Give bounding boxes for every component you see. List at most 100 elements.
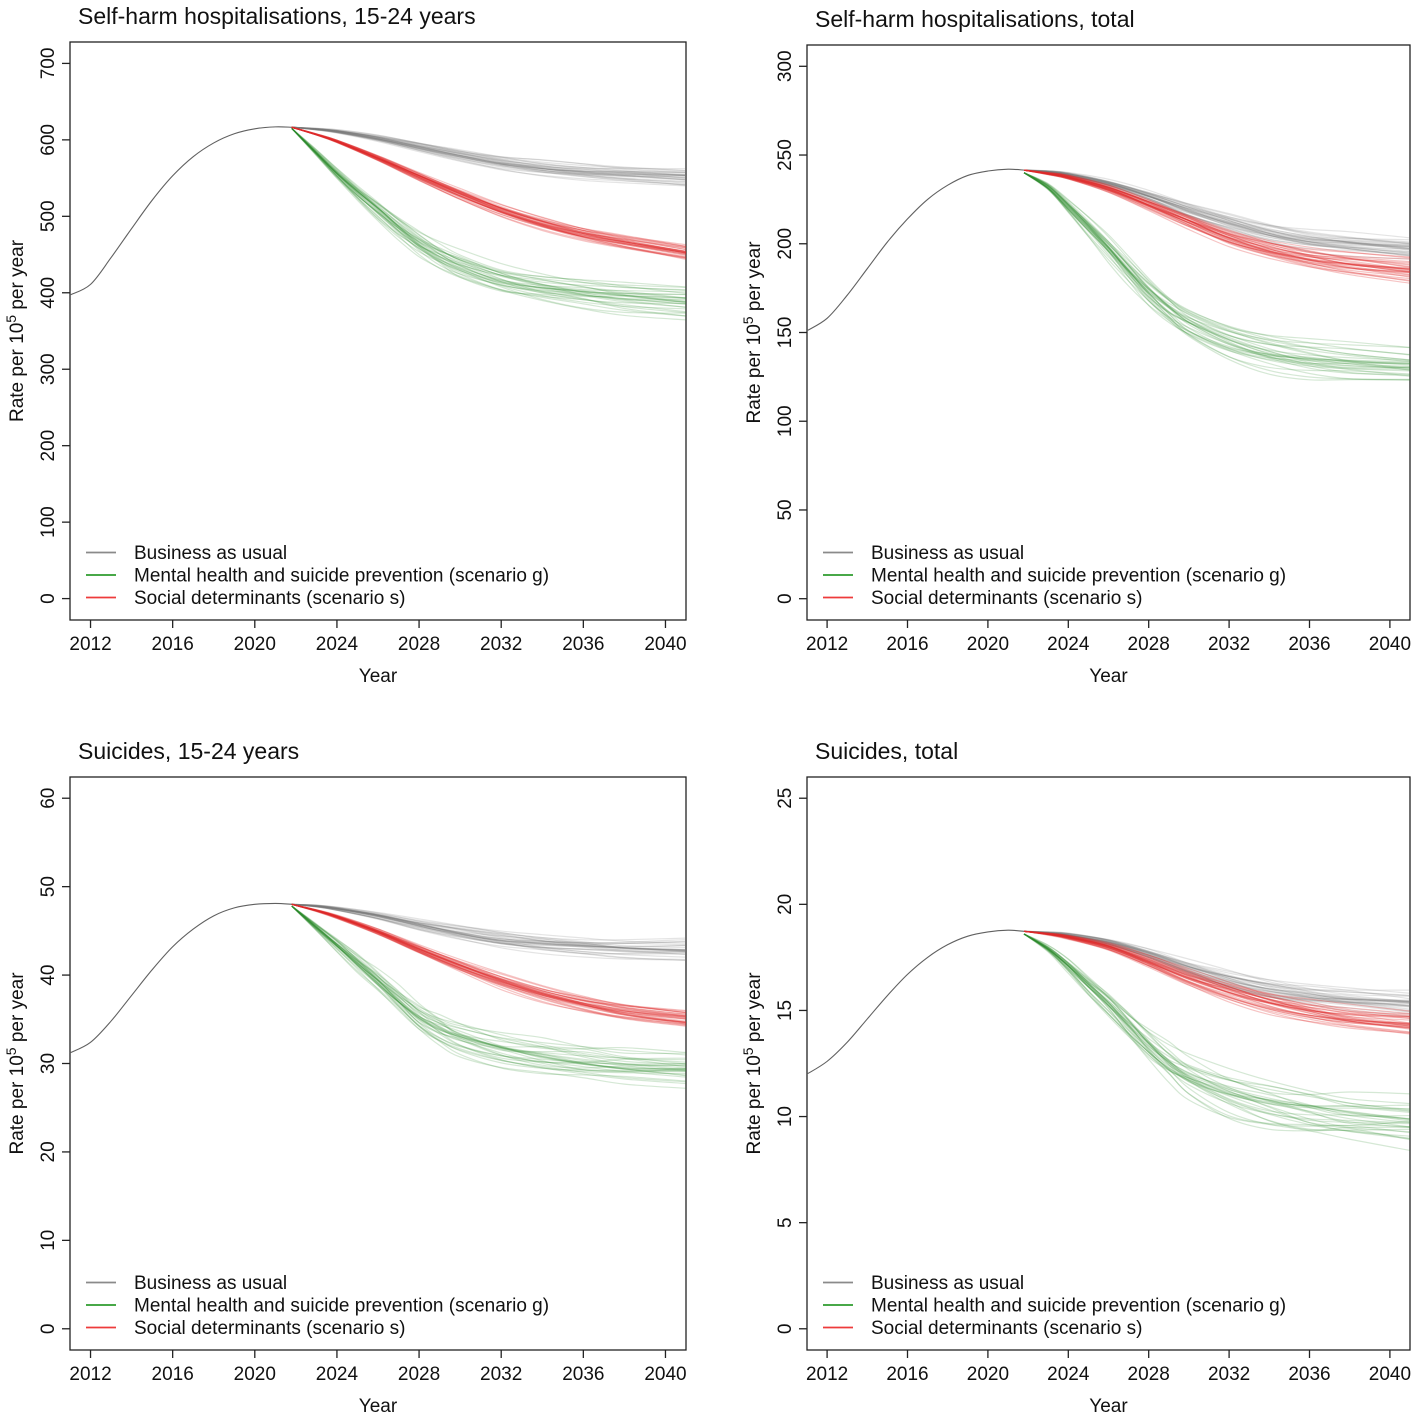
y-tick-label: 300 (38, 353, 59, 385)
y-tick-label: 60 (38, 788, 59, 809)
history-line (69, 902, 292, 1054)
y-tick-label: 300 (775, 50, 796, 82)
x-tick-label: 2040 (644, 1364, 686, 1385)
y-tick-label: 15 (775, 1000, 796, 1021)
y-tick-label: 20 (775, 894, 796, 915)
y-tick-label: 700 (38, 48, 59, 80)
bundle-bau (291, 903, 687, 962)
panel-suicides-15-24: Suicides, 15-24 years 0 10 20 30 40 50 60 2012 20… (3, 738, 687, 1417)
x-tick-label: 2032 (480, 1364, 522, 1385)
legend-label-g: Mental health and suicide prevention (sc… (871, 1296, 1286, 1317)
x-tick-label: 2024 (316, 634, 359, 655)
panel-selfharm-15-24: Self-harm hospitalisations, 15-24 years 0… (3, 3, 687, 687)
x-tick-label: 2040 (644, 634, 686, 655)
legend-label-bau: Business as usual (871, 1273, 1024, 1294)
x-tick-label: 2028 (398, 634, 440, 655)
panel-selfharm-total: Self-harm hospitalisations, total 0 50 100 1… (740, 6, 1411, 687)
history-line (806, 168, 1025, 332)
panel-title: Suicides, total (815, 738, 958, 764)
y-tick-label: 200 (38, 430, 59, 462)
panel-title: Self-harm hospitalisations, 15-24 years (78, 3, 476, 29)
y-tick-label: 10 (38, 1230, 59, 1251)
x-tick-label: 2024 (316, 1364, 359, 1385)
bundle-s (291, 126, 687, 261)
y-tick-label: 40 (38, 965, 59, 986)
x-tick-label: 2012 (69, 1364, 111, 1385)
y-axis-label: Rate per 105 per year (3, 972, 28, 1155)
x-tick-label: 2036 (1288, 634, 1330, 655)
y-tick-label: 0 (38, 593, 59, 604)
bundle-bau (1024, 169, 1411, 260)
x-tick-label: 2020 (967, 1364, 1009, 1385)
history-line (69, 126, 292, 296)
x-axis-label: Year (359, 666, 398, 687)
bundle-g (291, 905, 687, 1089)
y-tick-label: 0 (38, 1323, 59, 1334)
legend-label-g: Mental health and suicide prevention (sc… (871, 566, 1286, 587)
y-tick-label: 0 (775, 1323, 796, 1334)
y-tick-label: 50 (38, 876, 59, 897)
x-tick-label: 2032 (480, 634, 522, 655)
y-tick-label: 100 (38, 506, 59, 538)
y-tick-label: 600 (38, 124, 59, 156)
plot-box (806, 44, 1411, 621)
x-tick-label: 2032 (1208, 634, 1250, 655)
y-tick-label: 30 (38, 1053, 59, 1074)
plot-box (69, 41, 687, 621)
x-axis-label: Year (359, 1396, 398, 1417)
bundle-s (1023, 930, 1411, 1035)
x-tick-label: 2036 (562, 634, 604, 655)
legend-label-g: Mental health and suicide prevention (sc… (134, 1296, 549, 1317)
x-tick-label: 2028 (398, 1364, 440, 1385)
x-axis-label: Year (1089, 666, 1128, 687)
panel-suicides-total: Suicides, total 0 5 10 15 20 25 2012 2016 2020 202… (740, 738, 1411, 1417)
y-tick-label: 10 (775, 1106, 796, 1127)
y-tick-label: 100 (775, 405, 796, 437)
y-tick-label: 20 (38, 1141, 59, 1162)
y-axis-label: Rate per 105 per year (740, 972, 765, 1155)
y-tick-label: 200 (775, 228, 796, 260)
x-tick-label: 2040 (1369, 1364, 1411, 1385)
y-axis-label: Rate per 105 per year (3, 239, 28, 422)
legend-label-bau: Business as usual (871, 543, 1024, 564)
x-tick-label: 2028 (1128, 1364, 1170, 1385)
legend-label-s: Social determinants (scenario s) (134, 588, 405, 609)
bundle-g (1023, 933, 1411, 1152)
y-tick-label: 500 (38, 200, 59, 232)
x-tick-label: 2012 (806, 1364, 848, 1385)
bundle-bau (1024, 930, 1411, 1018)
x-tick-label: 2024 (1047, 1364, 1090, 1385)
y-tick-label: 50 (775, 499, 796, 520)
bundle-g (291, 127, 687, 321)
x-tick-label: 2036 (1288, 1364, 1330, 1385)
legend-label-g: Mental health and suicide prevention (sc… (134, 566, 549, 587)
y-tick-label: 400 (38, 277, 59, 309)
x-tick-label: 2036 (562, 1364, 604, 1385)
panel-title: Suicides, 15-24 years (78, 738, 299, 764)
history-line (806, 929, 1025, 1075)
x-tick-label: 2016 (886, 634, 928, 655)
y-tick-label: 25 (775, 788, 796, 809)
legend-label-s: Social determinants (scenario s) (134, 1318, 405, 1339)
bundle-bau (291, 126, 687, 187)
bundle-s (1023, 169, 1411, 284)
y-tick-label: 5 (775, 1217, 796, 1228)
x-tick-label: 2040 (1369, 634, 1411, 655)
x-tick-label: 2016 (152, 1364, 194, 1385)
x-tick-label: 2012 (69, 634, 111, 655)
x-tick-label: 2020 (234, 634, 276, 655)
bundle-g (1023, 172, 1411, 381)
x-tick-label: 2016 (886, 1364, 928, 1385)
x-tick-label: 2032 (1208, 1364, 1250, 1385)
x-tick-label: 2020 (967, 634, 1009, 655)
legend-label-bau: Business as usual (134, 543, 287, 564)
y-tick-label: 250 (775, 139, 796, 171)
panel-title: Self-harm hospitalisations, total (815, 6, 1135, 32)
x-tick-label: 2024 (1047, 634, 1090, 655)
bundle-s (291, 903, 687, 1027)
y-axis-label: Rate per 105 per year (740, 241, 765, 424)
